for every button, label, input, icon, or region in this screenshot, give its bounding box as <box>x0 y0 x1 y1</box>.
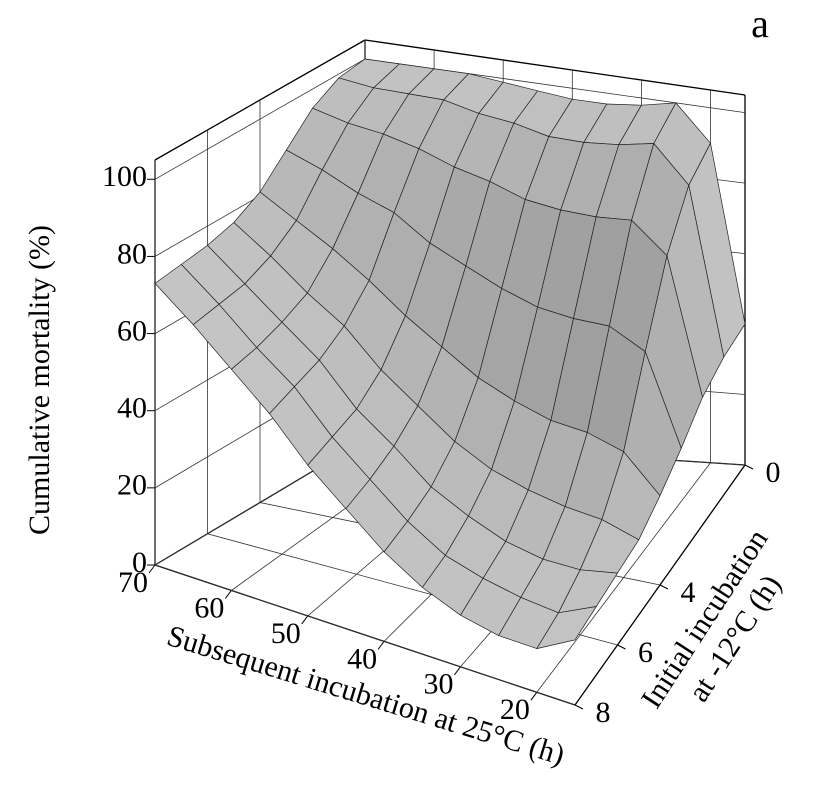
z-tick-label: 0 <box>132 546 147 579</box>
tick-mark <box>301 615 309 625</box>
y-tick-label: 4 <box>681 576 696 609</box>
x-tick-label: 30 <box>423 668 453 701</box>
tick-mark <box>530 691 538 701</box>
tick-mark <box>454 666 461 676</box>
x-tick-label: 70 <box>118 566 148 599</box>
tick-mark <box>148 564 156 574</box>
tick-mark <box>224 590 232 599</box>
y-tick-label: 6 <box>638 636 653 669</box>
tick-mark <box>617 644 626 650</box>
y-axis-label: Initial incubation at -12°C (h) <box>635 523 788 714</box>
surface-patch <box>536 606 597 649</box>
z-tick-label: 80 <box>117 237 147 270</box>
tick-mark <box>377 641 385 650</box>
x-tick-label: 60 <box>194 591 224 624</box>
x-tick-label: 40 <box>347 642 377 675</box>
tick-mark <box>744 464 754 470</box>
x-tick-label: 20 <box>500 693 530 726</box>
y-tick-label: 0 <box>766 456 781 489</box>
z-tick-label: 100 <box>102 160 147 193</box>
tick-mark <box>574 704 584 710</box>
z-tick-label: 20 <box>117 469 147 502</box>
y-tick-label: 8 <box>596 696 611 729</box>
z-tick-label: 40 <box>117 392 147 425</box>
x-tick-label: 50 <box>271 617 301 650</box>
tick-mark <box>659 584 669 590</box>
panel-label: a <box>751 1 769 46</box>
grid-line <box>154 160 576 706</box>
z-axis-label: Cumulative mortality (%) <box>23 225 56 535</box>
axis-box <box>364 39 746 96</box>
z-tick-label: 60 <box>117 314 147 347</box>
